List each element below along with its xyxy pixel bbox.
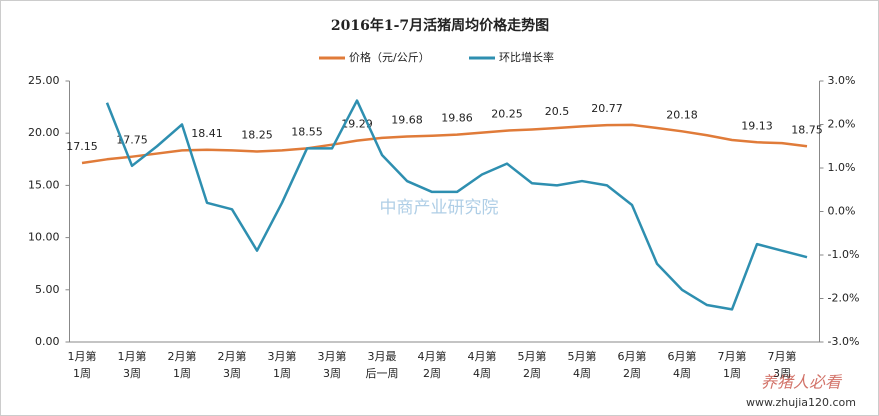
x-tick-label: 1月第 3周 — [117, 350, 147, 380]
data-label: 18.41 — [191, 127, 223, 140]
data-label: 19.86 — [441, 112, 473, 125]
y-tick-label: 0.00 — [35, 335, 60, 348]
x-tick-label: 2月第 1周 — [167, 350, 197, 380]
legend-label: 环比增长率 — [499, 50, 554, 64]
x-tick-label: 3月第 1周 — [267, 350, 297, 380]
data-label: 18.55 — [291, 125, 323, 138]
watermark: 养猪人必看 — [761, 373, 843, 392]
watermark: 中商产业研究院 — [380, 198, 499, 218]
y2-tick-label: 1.0% — [828, 161, 856, 174]
data-label: 20.18 — [666, 108, 698, 121]
data-label: 18.75 — [791, 123, 823, 136]
data-label: 17.15 — [66, 140, 98, 153]
x-tick-label: 7月第 1周 — [717, 350, 747, 380]
y2-tick-label: -2.0% — [828, 292, 860, 305]
y2-tick-label: 0.0% — [828, 205, 856, 218]
x-tick-label: 5月第 4周 — [567, 350, 597, 380]
y-tick-label: 10.00 — [28, 231, 60, 244]
data-label: 19.29 — [341, 118, 373, 131]
y2-tick-label: 2.0% — [828, 118, 856, 131]
y2-tick-label: -3.0% — [828, 335, 860, 348]
watermark: www.zhujia120.com — [746, 396, 856, 409]
x-tick-label: 7月第 3周 — [767, 350, 797, 380]
x-tick-label: 3月第 3周 — [317, 350, 347, 380]
x-tick-label: 4月第 4周 — [467, 350, 497, 380]
y-tick-label: 20.00 — [28, 126, 60, 139]
y-tick-label: 15.00 — [28, 178, 60, 191]
y2-tick-label: -1.0% — [828, 248, 860, 261]
data-label: 19.13 — [741, 119, 773, 132]
data-label: 18.25 — [241, 128, 273, 141]
y-tick-label: 25.00 — [28, 74, 60, 87]
data-label: 20.5 — [545, 105, 570, 118]
data-label: 19.68 — [391, 114, 423, 127]
x-tick-label: 1月第 1周 — [67, 350, 97, 380]
series-line — [81, 123, 808, 165]
data-label: 20.25 — [491, 108, 523, 121]
y-tick-label: 5.00 — [35, 283, 60, 296]
series-line — [105, 99, 808, 311]
legend-label: 价格（元/公斤） — [349, 50, 430, 64]
x-tick-label: 2月第 3周 — [217, 350, 247, 380]
x-tick-label: 6月第 4周 — [667, 350, 697, 380]
x-tick-label: 5月第 2周 — [517, 350, 547, 380]
x-tick-label: 3月最 后一周 — [365, 350, 399, 380]
chart-title: 2016年1-7月活猪周均价格走势图 — [331, 17, 549, 34]
x-tick-label: 6月第 2周 — [617, 350, 647, 380]
x-tick-label: 4月第 2周 — [417, 350, 447, 380]
data-label: 20.77 — [591, 102, 623, 115]
y2-tick-label: 3.0% — [828, 74, 856, 87]
